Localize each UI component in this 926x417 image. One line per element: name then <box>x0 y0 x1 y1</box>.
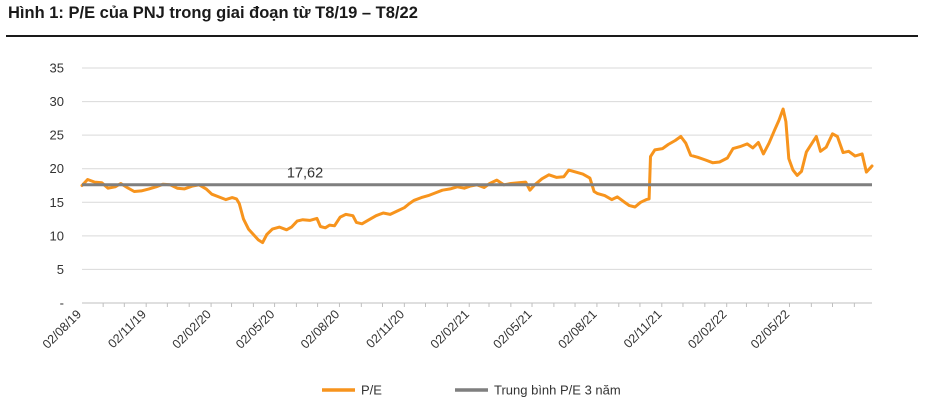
legend-avg-pe-label: Trung bình P/E 3 năm <box>494 383 621 398</box>
x-axis: 02/08/19 02/11/19 02/02/20 02/05/20 02/08/20… <box>40 302 872 352</box>
series-layer: 17,62 <box>80 107 874 245</box>
y-tick-label: 10 <box>50 228 64 243</box>
avg-pe-value-label: 17,62 <box>287 166 323 182</box>
x-tick-label: 02/02/21 <box>428 307 472 351</box>
y-tick-label: 15 <box>50 195 64 210</box>
y-tick-label: - <box>60 296 64 311</box>
x-tick-label: 02/08/21 <box>555 307 599 351</box>
x-tick-label: 02/11/21 <box>621 307 665 351</box>
y-tick-label: 5 <box>57 262 64 277</box>
y-tick-label: 35 <box>50 61 64 76</box>
x-tick-label: 02/11/19 <box>105 307 149 351</box>
x-tick-label: 02/05/21 <box>491 307 535 351</box>
legend: P/E Trung bình P/E 3 năm <box>322 383 621 398</box>
y-tick-label: 20 <box>50 161 64 176</box>
legend-pe-label: P/E <box>361 383 382 398</box>
y-tick-label: 25 <box>50 128 64 143</box>
pe-series-line <box>80 107 874 245</box>
chart-title: Hình 1: P/E của PNJ trong giai đoạn từ T… <box>8 4 418 22</box>
x-tick-label: 02/02/20 <box>170 307 214 351</box>
title-rule <box>6 35 918 37</box>
x-tick-label: 02/11/20 <box>364 307 408 351</box>
x-tick-label: 02/08/19 <box>40 307 84 351</box>
x-tick-label: 02/05/22 <box>748 307 792 351</box>
y-axis-ticks: - 5 10 15 20 25 30 35 <box>50 61 64 311</box>
y-tick-label: 30 <box>50 94 64 109</box>
gridlines <box>82 67 872 270</box>
x-tick-label: 02/02/22 <box>685 307 729 351</box>
x-tick-label: 02/05/20 <box>233 307 277 351</box>
x-tick-label: 02/08/20 <box>298 307 342 351</box>
